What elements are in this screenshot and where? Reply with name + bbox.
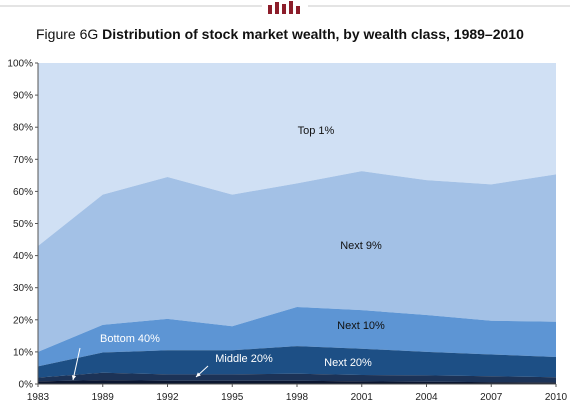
series-label-middle-20pct: Middle 20%: [215, 353, 273, 365]
top-decoration: [0, 1, 570, 14]
label-arrowhead-middle-20pct: [196, 372, 201, 377]
y-tick-label: 0%: [19, 380, 34, 391]
x-tick-label: 2010: [545, 392, 568, 403]
area-next-10pct: [38, 306, 556, 367]
series-label-next-20pct: Next 20%: [324, 357, 372, 369]
x-tick-label: 1998: [286, 392, 309, 403]
x-tick-label: 2007: [480, 392, 503, 403]
series-label-top-1pct: Top 1%: [298, 125, 335, 137]
x-tick-label: 2001: [351, 392, 374, 403]
y-tick-label: 40%: [13, 251, 33, 262]
axes-group: 0% 10% 20% 30% 40% 50% 60% 70% 80% 90% 100% 1983 198…: [7, 59, 567, 404]
area-middle-20pct: [38, 372, 556, 383]
chart-title: Figure 6G Distribution of stock market w…: [36, 26, 556, 42]
series-label-next-10pct: Next 10%: [337, 320, 385, 332]
label-arrow-bottom-40pct: [72, 347, 81, 381]
y-tick-label: 70%: [13, 155, 33, 166]
area-top-1pct: [38, 63, 556, 246]
y-tick-label: 20%: [13, 315, 33, 326]
area-next-9pct: [38, 171, 556, 352]
y-tick-label: 10%: [13, 347, 33, 358]
x-tick-label: 2004: [415, 392, 438, 403]
y-tick-label: 80%: [13, 123, 33, 134]
y-tick-label: 30%: [13, 283, 33, 294]
x-tick-label: 1992: [156, 392, 179, 403]
x-tick-label: 1989: [92, 392, 115, 403]
y-tick-label: 60%: [13, 187, 33, 198]
y-tick-label: 90%: [13, 91, 33, 102]
series-label-bottom-40pct: Bottom 40%: [100, 333, 160, 345]
label-arrowhead-bottom-40pct: [71, 375, 77, 380]
area-series-group: [38, 63, 556, 384]
x-tick-label: 1983: [27, 392, 50, 403]
x-tick-label: 1995: [221, 392, 244, 403]
figure-title: Distribution of stock market wealth, by …: [102, 26, 524, 42]
series-labels-group: Bottom 40% Middle 20% Next 20% Next 10% Next…: [71, 125, 385, 381]
area-bottom-40pct: [38, 380, 556, 384]
area-next-20pct: [38, 346, 556, 378]
y-tick-label: 50%: [13, 219, 33, 230]
series-label-next-9pct: Next 9%: [340, 240, 382, 252]
figure-label: Figure 6G: [36, 26, 99, 42]
y-tick-label: 100%: [7, 59, 33, 70]
